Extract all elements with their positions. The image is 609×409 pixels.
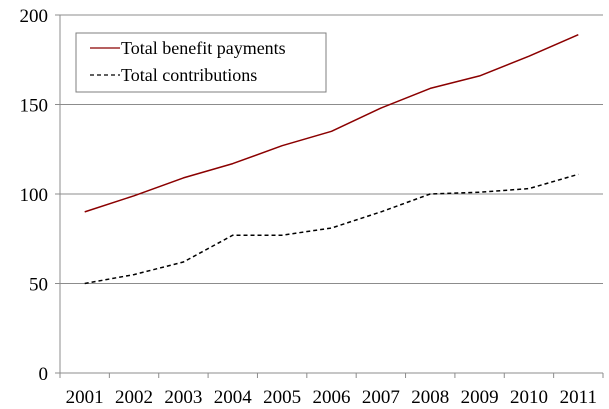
series-line-total-benefit-payments (84, 34, 579, 213)
x-tick-label: 2004 (214, 387, 253, 408)
x-tick-label: 2007 (362, 387, 400, 408)
data-point-total-contributions (478, 191, 481, 194)
data-point-total-contributions (527, 187, 530, 190)
x-tick-label: 2008 (411, 387, 449, 408)
x-tick-label: 2011 (560, 387, 597, 408)
data-point-total-benefit-payments (83, 210, 86, 213)
data-point-total-benefit-payments (231, 162, 234, 165)
data-point-total-benefit-payments (478, 74, 481, 77)
data-point-total-contributions (379, 210, 382, 213)
data-point-total-benefit-payments (182, 176, 185, 179)
data-point-total-contributions (429, 193, 432, 196)
data-point-total-contributions (83, 282, 86, 285)
series-layer (83, 33, 580, 285)
legend-label-total-contributions: Total contributions (121, 65, 257, 85)
data-point-total-benefit-payments (379, 107, 382, 110)
x-tick-label: 2009 (461, 387, 499, 408)
series-line-total-contributions (84, 173, 579, 285)
x-tick-label: 2003 (164, 387, 202, 408)
data-point-total-benefit-payments (577, 33, 580, 36)
data-point-total-benefit-payments (429, 87, 432, 90)
data-point-total-contributions (182, 261, 185, 264)
y-tick-label: 50 (29, 275, 48, 296)
data-point-total-contributions (281, 234, 284, 237)
y-tick-label: 100 (20, 185, 49, 206)
data-point-total-benefit-payments (330, 130, 333, 133)
data-point-total-benefit-payments (133, 194, 136, 197)
data-point-total-contributions (577, 173, 580, 176)
x-tick-label: 2006 (313, 387, 351, 408)
axis-layer (55, 14, 604, 378)
y-tick-label: 200 (20, 6, 49, 27)
x-tick-label: 2010 (510, 387, 548, 408)
y-tick-label: 150 (20, 96, 49, 117)
data-point-total-contributions (231, 234, 234, 237)
legend-box (75, 32, 327, 93)
data-point-total-benefit-payments (527, 55, 530, 58)
x-tick-label: 2002 (115, 387, 153, 408)
x-tick-labels: 2001 2002 2003 2004 2005 2006 2007 2008 2009 2010… (66, 387, 597, 408)
data-point-total-contributions (330, 227, 333, 230)
legend: Total benefit payments Total contributio… (75, 32, 327, 93)
grid-layer (60, 14, 603, 284)
legend-label-total-benefit-payments: Total benefit payments (121, 38, 286, 58)
x-tick-label: 2001 (66, 387, 104, 408)
x-tick-label: 2005 (263, 387, 301, 408)
data-point-total-benefit-payments (281, 144, 284, 147)
data-point-total-contributions (133, 273, 136, 276)
y-tick-label: 0 (39, 364, 49, 385)
y-tick-labels: 0 50 100 150 200 (20, 6, 49, 385)
